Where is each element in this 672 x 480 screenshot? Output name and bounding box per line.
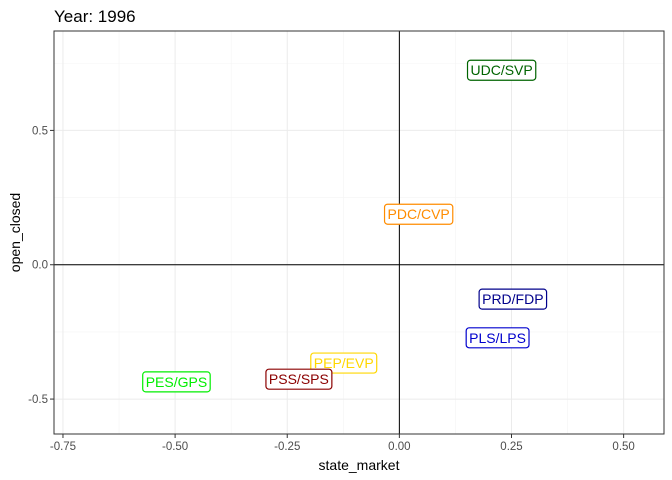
label-box (310, 352, 378, 374)
x-tick-label: 0.00 (388, 441, 410, 453)
x-tick-label: -0.50 (162, 441, 188, 453)
label-box (265, 368, 333, 390)
x-tick-label: -0.25 (274, 441, 300, 453)
label-box (478, 288, 548, 310)
data-points: UDC/SVP PDC/CVP PRD/FDP PLS/LPS PEP/EVP PES/G… (142, 59, 548, 393)
label-box (465, 327, 530, 349)
y-tick-label: -0.5 (28, 394, 48, 406)
plot-panel (53, 30, 665, 435)
point-label: UDC/SVP (471, 62, 533, 78)
x-tick-label: -0.75 (50, 441, 76, 453)
point-label: PLS/LPS (469, 330, 526, 346)
party-label-pls-lps: PLS/LPS (465, 327, 530, 349)
party-label-pdc-cvp: PDC/CVP (383, 203, 454, 225)
party-label-prd-fdp: PRD/FDP (478, 288, 548, 310)
label-box (466, 59, 537, 81)
y-axis: -0.5 0.0 0.5 (28, 125, 54, 406)
point-label: PDC/CVP (388, 206, 450, 222)
x-tick-label: 0.25 (500, 441, 522, 453)
party-label-udc-svp: UDC/SVP (466, 59, 537, 81)
reference-lines (54, 31, 664, 434)
party-label-pss-sps: PSS/SPS (265, 368, 333, 390)
chart-title: Year: 1996 (54, 7, 136, 26)
y-tick-label: 0.5 (32, 125, 48, 137)
y-tick-label: 0.0 (32, 260, 48, 272)
x-tick-label: 0.50 (612, 441, 634, 453)
y-axis-title: open_closed (7, 193, 23, 272)
label-box (142, 371, 211, 393)
point-label: PRD/FDP (482, 291, 543, 307)
label-box (383, 203, 454, 225)
point-label: PEP/EVP (314, 355, 374, 371)
point-label: PSS/SPS (269, 371, 329, 387)
party-label-pes-gps: PES/GPS (142, 371, 211, 393)
x-axis: -0.75 -0.50 -0.25 0.00 0.25 0.50 (50, 434, 635, 453)
x-axis-title: state_market (319, 457, 400, 473)
point-label: PES/GPS (146, 374, 207, 390)
party-label-pep-evp: PEP/EVP (310, 352, 378, 374)
